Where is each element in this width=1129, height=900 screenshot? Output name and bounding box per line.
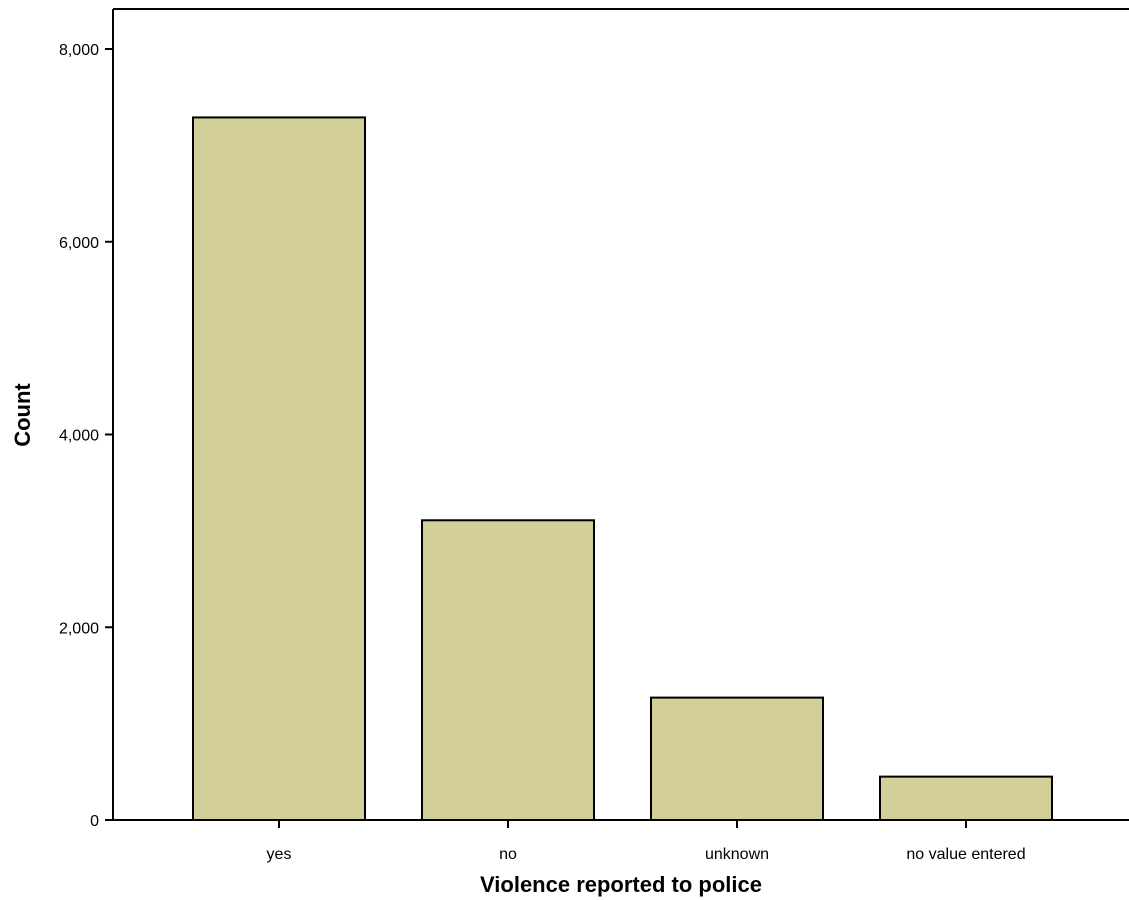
x-ticks: yes no unknown no value entered <box>267 820 1026 863</box>
y-tick-label: 8,000 <box>59 42 99 59</box>
y-tick-label: 6,000 <box>59 235 99 252</box>
x-tick-label: yes <box>267 846 292 863</box>
y-tick-label: 2,000 <box>59 620 99 637</box>
bar-unknown <box>650 696 824 822</box>
x-tick-label: unknown <box>705 846 769 863</box>
x-axis-title: Violence reported to police <box>480 872 762 897</box>
bars-layer <box>192 116 1053 822</box>
bar-no <box>421 519 595 821</box>
y-tick-label: 0 <box>90 813 99 830</box>
x-tick-label: no <box>499 846 517 863</box>
bar-no-value-entered <box>879 775 1053 821</box>
y-tick-label: 4,000 <box>59 428 99 445</box>
y-axis-title: Count <box>10 383 35 447</box>
y-ticks: 0 2,000 4,000 6,000 8,000 <box>59 42 113 830</box>
x-tick-label: no value entered <box>906 846 1025 863</box>
bar-yes <box>192 116 366 821</box>
axes-layer <box>112 8 1129 821</box>
